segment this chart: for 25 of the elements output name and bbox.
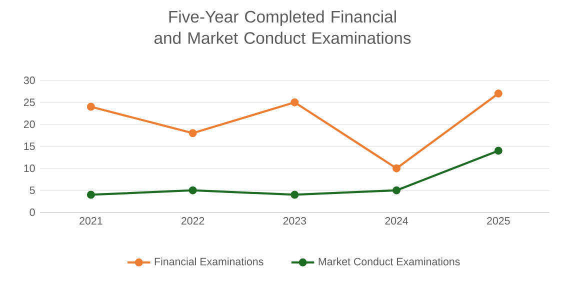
x-tick-label: 2023 xyxy=(283,217,306,225)
chart-title: Five-Year Completed Financial and Market Conduct Examinations xyxy=(154,10,411,44)
point xyxy=(392,186,401,194)
point xyxy=(188,186,197,194)
x-tick-label: 2021 xyxy=(80,217,102,225)
y-tick-label: 15 xyxy=(24,142,35,150)
point xyxy=(392,164,401,172)
y-tick-label: 25 xyxy=(24,98,35,106)
y-tick-label: 20 xyxy=(24,120,35,128)
point xyxy=(86,190,95,199)
point xyxy=(290,98,299,106)
x-tick-label: 2024 xyxy=(385,217,408,225)
point xyxy=(188,129,197,138)
point xyxy=(494,90,502,98)
point xyxy=(86,102,95,111)
legend-label: Market Conduct Examinations xyxy=(318,258,460,266)
y-tick-label: 5 xyxy=(30,186,35,194)
x-tick-label: 2022 xyxy=(181,217,204,225)
point xyxy=(494,146,502,155)
y-tick-label: 0 xyxy=(30,208,35,216)
legend-label: Financial Examinations xyxy=(154,258,264,266)
y-tick-label: 10 xyxy=(24,164,35,172)
y-tick-label: 30 xyxy=(24,76,35,84)
x-tick-label: 2025 xyxy=(487,217,510,225)
point xyxy=(290,190,299,199)
